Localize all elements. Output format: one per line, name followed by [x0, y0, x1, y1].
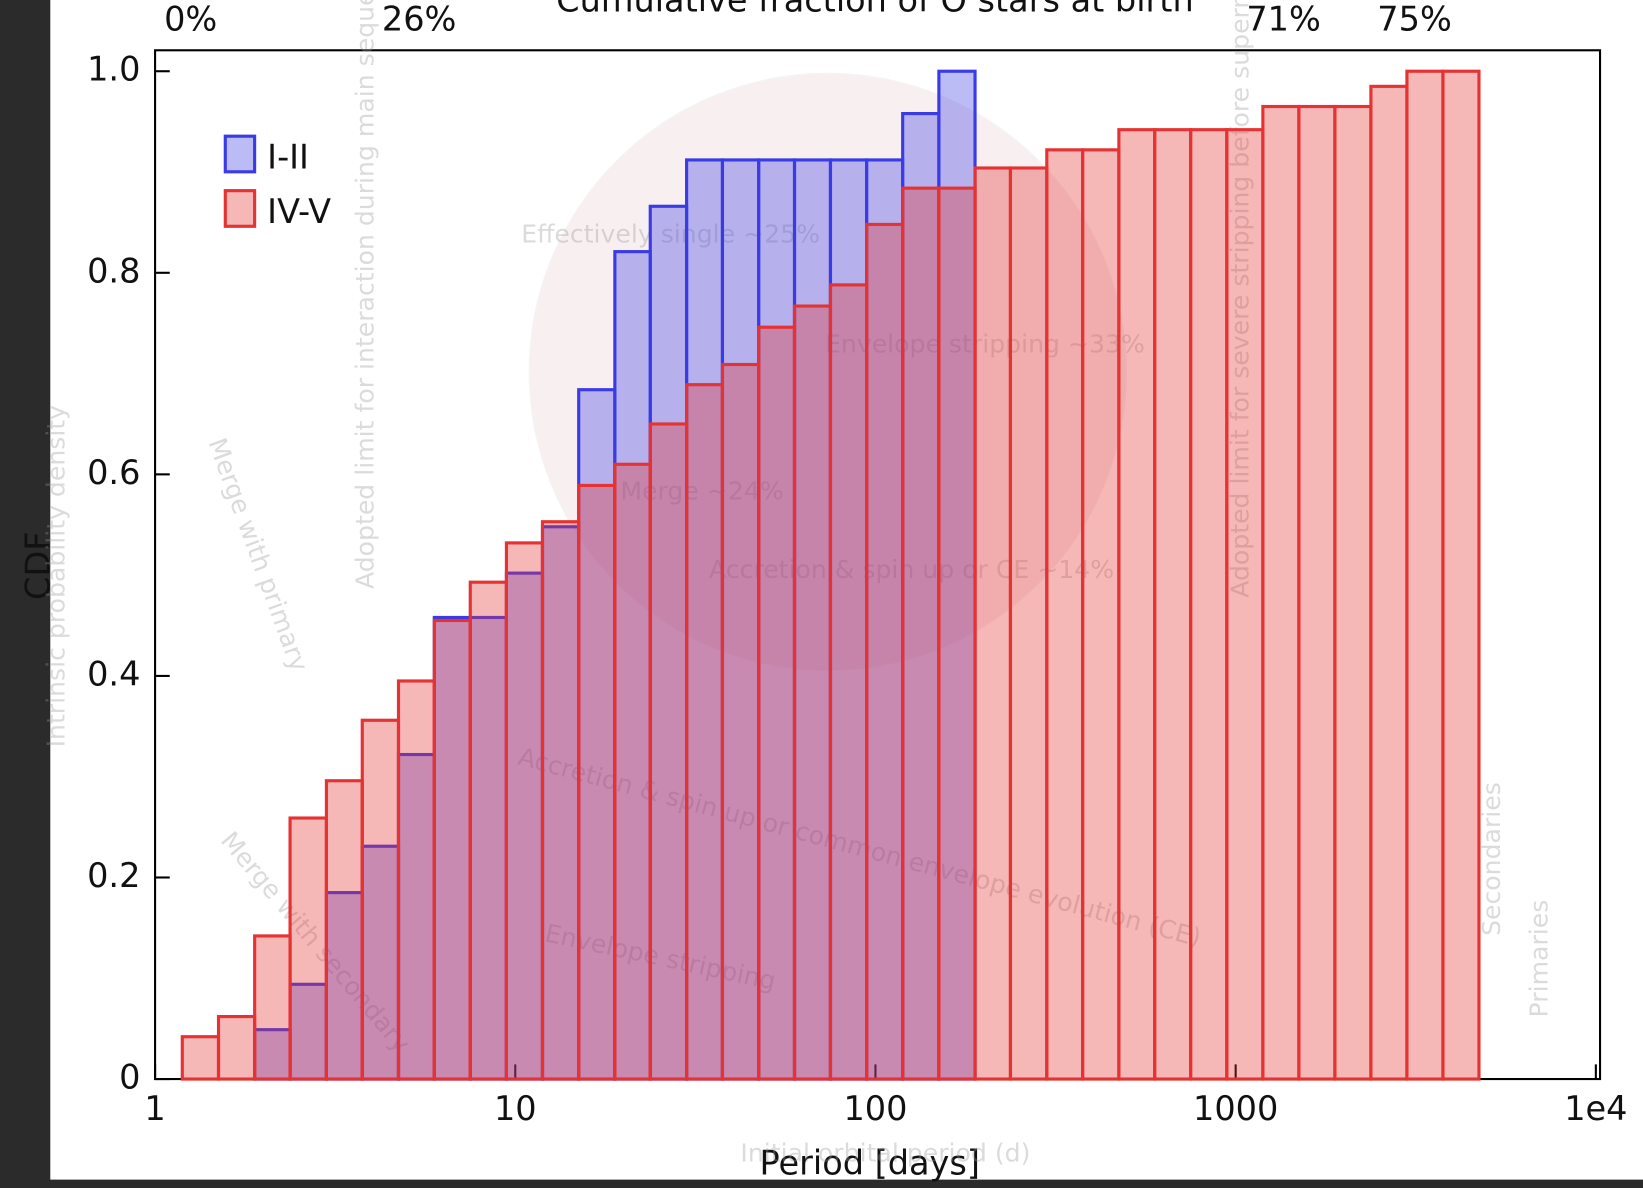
background-annotation: Primaries: [1524, 900, 1553, 1018]
histogram-bar: [216, 1014, 257, 1081]
histogram-bar: [1405, 69, 1445, 1081]
legend-label: I-II: [267, 138, 309, 177]
histogram-bar: [757, 325, 797, 1081]
background-annotation: Intrinsic probability density: [42, 405, 71, 748]
histogram-bar: [1153, 128, 1193, 1081]
legend-swatch: [223, 134, 257, 174]
histogram-bar: [396, 679, 436, 1081]
histogram-bar: [720, 158, 761, 1081]
histogram-bar: [1081, 148, 1121, 1081]
histogram-bar: [1189, 128, 1229, 1081]
y-tick-label: 0.6: [87, 453, 140, 492]
background-annotation: Adopted limit for severe stripping befor…: [1226, 0, 1255, 598]
background-annotation: Effectively single ~25%: [521, 220, 820, 249]
histogram-bar: [360, 718, 401, 1081]
legend-label: IV-V: [267, 192, 331, 231]
background-annotation: Secondaries: [1477, 782, 1506, 936]
x-tick-label: 1: [144, 1089, 165, 1128]
top-label: 75%: [1377, 0, 1452, 38]
histogram-bar: [1117, 128, 1157, 1081]
background-annotation: Envelope stripping ~33%: [825, 330, 1145, 359]
legend-swatch: [223, 189, 257, 228]
histogram-bar: [1369, 84, 1409, 1081]
histogram-bar: [504, 541, 545, 1081]
histogram-bar: [1333, 104, 1373, 1081]
y-tick-label: 0.4: [87, 654, 140, 693]
x-tick-label: 1e4: [1564, 1089, 1627, 1128]
histogram-bar: [1008, 166, 1049, 1081]
x-tick-label: 100: [843, 1089, 907, 1128]
histogram-bar: [577, 483, 617, 1081]
y-tick-label: 0.2: [87, 856, 140, 895]
histogram-bar: [648, 204, 689, 1081]
histogram-bar: [432, 618, 472, 1081]
histogram-bar: [937, 186, 977, 1081]
background-annotation: Initial orbital period (d): [740, 1138, 1030, 1167]
histogram-bar: [901, 111, 941, 1081]
histogram-bar: [324, 779, 364, 1081]
histogram-bar: [1225, 128, 1265, 1081]
histogram-bar: [613, 462, 652, 1081]
histogram-bar: [1297, 104, 1337, 1081]
top-label: 71%: [1246, 0, 1321, 38]
histogram-bar: [360, 844, 401, 1081]
histogram-bar: [685, 383, 725, 1081]
histogram-bar: [613, 250, 652, 1081]
y-axis-label: CDF: [18, 531, 57, 599]
x-tick-label: 10: [494, 1089, 537, 1128]
histogram-bar: [901, 186, 941, 1081]
histogram-bar: [792, 304, 833, 1081]
x-tick-label: 1000: [1193, 1089, 1278, 1128]
y-tick-label: 0: [119, 1058, 140, 1097]
histogram-bar: [828, 283, 869, 1081]
x-axis-label: Period [days]: [759, 1143, 979, 1182]
histogram-bar: [720, 362, 761, 1081]
histogram-bar: [396, 752, 436, 1081]
histogram-bar: [1261, 104, 1301, 1081]
histogram-bar: [288, 816, 328, 1081]
histogram-bar: [540, 520, 581, 1081]
top-label: 0%: [164, 0, 217, 38]
histogram-bar: [253, 934, 292, 1081]
top-label: 26%: [382, 0, 457, 38]
y-tick-label: 0.8: [87, 251, 140, 290]
histogram-bar: [648, 422, 689, 1081]
chart-title: Cumulative fraction of O stars at birth: [556, 0, 1194, 20]
y-tick-label: 1.0: [87, 50, 140, 89]
background-pie: [528, 72, 1127, 671]
histogram-bar: [468, 580, 508, 1081]
background-annotation: Merge ~24%: [620, 476, 783, 505]
histogram-bar: [973, 166, 1013, 1081]
background-annotation: Adopted limit for interaction during mai…: [351, 0, 380, 589]
histogram-bar: [1045, 148, 1085, 1081]
histogram-bar: [865, 222, 905, 1081]
histogram-bar: [1441, 69, 1481, 1081]
histogram-bar: [180, 1035, 221, 1081]
